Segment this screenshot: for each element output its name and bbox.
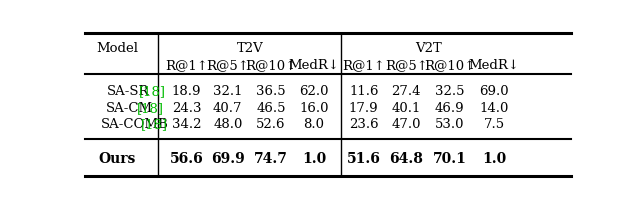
Text: T2V: T2V (237, 42, 264, 55)
Text: R@5↑: R@5↑ (385, 59, 428, 72)
Text: 24.3: 24.3 (172, 102, 202, 115)
Text: 36.5: 36.5 (256, 85, 286, 99)
Text: SA-SR: SA-SR (108, 85, 150, 99)
Text: R@5↑: R@5↑ (206, 59, 249, 72)
Text: 32.1: 32.1 (213, 85, 243, 99)
Text: 51.6: 51.6 (347, 152, 381, 166)
Text: 69.0: 69.0 (479, 85, 509, 99)
Text: SA-CM: SA-CM (106, 102, 153, 115)
Text: 18.9: 18.9 (172, 85, 202, 99)
Text: R@10↑: R@10↑ (424, 59, 475, 72)
Text: 27.4: 27.4 (392, 85, 421, 99)
Text: 23.6: 23.6 (349, 118, 378, 131)
Text: 1.0: 1.0 (482, 152, 506, 166)
Text: 11.6: 11.6 (349, 85, 378, 99)
Text: 8.0: 8.0 (303, 118, 324, 131)
Text: 48.0: 48.0 (213, 118, 243, 131)
Text: 34.2: 34.2 (172, 118, 202, 131)
Text: 16.0: 16.0 (300, 102, 329, 115)
Text: 7.5: 7.5 (484, 118, 505, 131)
Text: 1.0: 1.0 (302, 152, 326, 166)
Text: 46.9: 46.9 (435, 102, 465, 115)
Text: 62.0: 62.0 (300, 85, 329, 99)
Text: MedR↓: MedR↓ (468, 59, 520, 72)
Text: R@10↑: R@10↑ (245, 59, 296, 72)
Text: 53.0: 53.0 (435, 118, 464, 131)
Text: 74.7: 74.7 (254, 152, 288, 166)
Text: 52.6: 52.6 (256, 118, 285, 131)
Text: Model: Model (96, 42, 138, 55)
Text: R@1↑: R@1↑ (342, 59, 385, 72)
Text: 56.6: 56.6 (170, 152, 204, 166)
Text: 40.7: 40.7 (213, 102, 243, 115)
Text: [18]: [18] (138, 85, 166, 99)
Text: SA-COMB: SA-COMB (101, 118, 168, 131)
Text: MedR↓: MedR↓ (289, 59, 340, 72)
Text: Ours: Ours (99, 152, 136, 166)
Text: 70.1: 70.1 (433, 152, 467, 166)
Text: [18]: [18] (141, 118, 168, 131)
Text: 69.9: 69.9 (211, 152, 244, 166)
Text: 14.0: 14.0 (479, 102, 509, 115)
Text: 17.9: 17.9 (349, 102, 378, 115)
Text: 64.8: 64.8 (389, 152, 423, 166)
Text: 32.5: 32.5 (435, 85, 464, 99)
Text: R@1↑: R@1↑ (165, 59, 208, 72)
Text: [18]: [18] (137, 102, 164, 115)
Text: 46.5: 46.5 (256, 102, 285, 115)
Text: 47.0: 47.0 (392, 118, 421, 131)
Text: V2T: V2T (415, 42, 442, 55)
Text: 40.1: 40.1 (392, 102, 421, 115)
